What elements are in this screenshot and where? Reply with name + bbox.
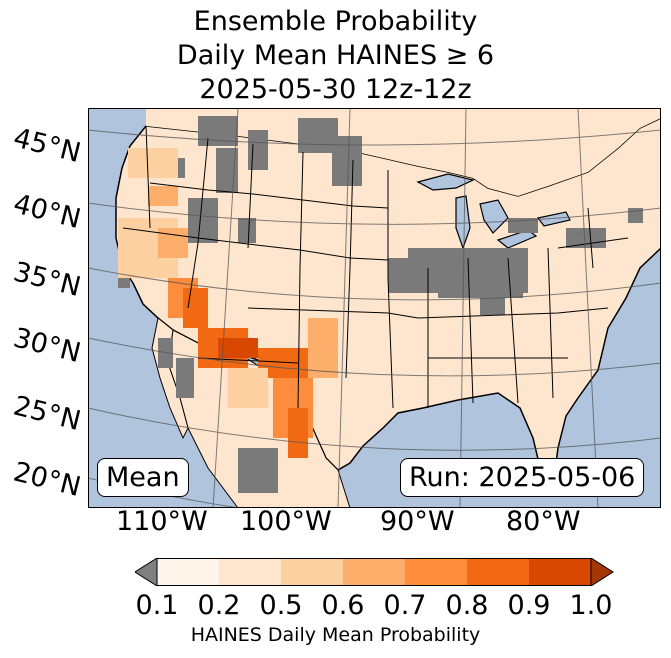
lon-label-80: 80°W (506, 506, 581, 537)
colorbar-segment-0 (157, 558, 219, 586)
colorbar-tick-0: 0.1 (135, 590, 179, 621)
lat-label-40: 40°N (10, 188, 84, 236)
title-line-1: Ensemble Probability (193, 6, 478, 37)
colorbar (135, 558, 614, 586)
great-lakes (416, 173, 571, 250)
lat-label-25: 25°N (10, 390, 84, 438)
lat-label-45: 45°N (10, 122, 84, 170)
run-label-box: Run: 2025-05-06 (400, 458, 645, 497)
colorbar-tick-4: 0.7 (383, 590, 427, 621)
colorbar-segment-1 (219, 558, 281, 586)
lon-label-90: 90°W (380, 506, 455, 537)
colorbar-over-arrow (590, 558, 614, 586)
colorbar-segment-4 (405, 558, 467, 586)
title-line-2: Daily Mean HAINES ≥ 6 (176, 40, 495, 71)
map-frame (88, 108, 661, 508)
probability-areas (118, 148, 338, 458)
colorbar-tick-3: 0.6 (321, 590, 365, 621)
colorbar-segment-3 (343, 558, 405, 586)
lat-label-30: 30°N (10, 322, 84, 370)
colorbar-segment-6 (529, 558, 591, 586)
colorbar-label: HAINES Daily Mean Probability (190, 624, 481, 646)
lon-label-100: 100°W (240, 506, 332, 537)
colorbar-tick-5: 0.8 (445, 590, 489, 621)
colorbar-segment-5 (467, 558, 529, 586)
lat-label-35: 35°N (10, 256, 84, 304)
colorbar-tick-7: 1.0 (569, 590, 613, 621)
colorbar-under-arrow (135, 558, 158, 586)
colorbar-frame (156, 558, 592, 586)
land-canada (146, 108, 661, 196)
colorbar-tick-2: 0.5 (259, 590, 303, 621)
colorbar-tick-6: 0.9 (507, 590, 551, 621)
probability-map (88, 108, 661, 508)
lat-label-20: 20°N (10, 456, 84, 504)
colorbar-segment-2 (281, 558, 343, 586)
lon-label-110: 110°W (116, 506, 208, 537)
colorbar-tick-1: 0.2 (197, 590, 241, 621)
state-borders (122, 125, 629, 409)
title-line-3: 2025-05-30 12z-12z (199, 74, 472, 105)
stat-label-box: Mean (97, 458, 189, 497)
